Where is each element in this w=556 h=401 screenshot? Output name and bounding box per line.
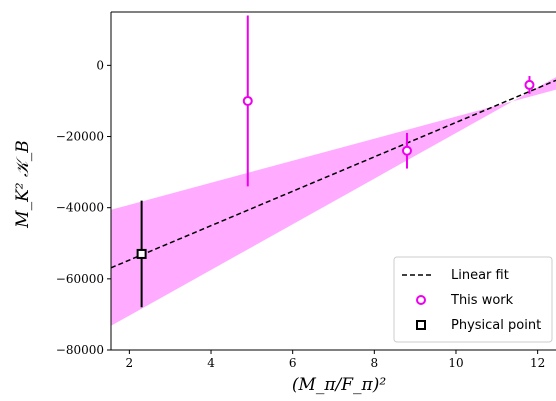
x-tick-label: 8 [371, 356, 379, 370]
legend-marker-this-work [416, 295, 426, 305]
y-tick-label: −20000 [56, 130, 104, 144]
fit-uncertainty-band [111, 77, 556, 326]
x-tick-label: 10 [448, 356, 463, 370]
x-tick-label: 2 [126, 356, 134, 370]
this-work-point [524, 79, 535, 90]
x-axis-title: (M_π/F_π)² [292, 375, 387, 395]
x-tick-label: 4 [207, 356, 215, 370]
y-tick-label: −60000 [56, 272, 104, 286]
y-tick-label: −80000 [56, 343, 104, 357]
legend-label-physical: Physical point [451, 318, 541, 333]
x-tick-label: 6 [289, 356, 297, 370]
legend-label-fit: Linear fit [451, 268, 509, 283]
fit-line [110, 79, 556, 269]
axes [110, 11, 556, 351]
x-tick-label: 12 [530, 356, 545, 370]
y-tick-label: −40000 [56, 201, 104, 215]
this-work-point [401, 145, 412, 156]
y-axis-title: M_K² 𝒦_B [13, 140, 33, 229]
legend-marker-physical [416, 320, 426, 330]
legend: Linear fit This work Physical point [393, 256, 553, 343]
y-tick-label: 0 [96, 58, 104, 72]
legend-label-this-work: This work [450, 293, 514, 308]
ticks: 2 4 6 8 10 12 0 −20000 −40000 −60000 −80000 [56, 58, 546, 370]
physical-point-marker [136, 248, 147, 259]
legend-frame [393, 256, 553, 343]
this-work-point [242, 95, 253, 106]
plot-area [110, 15, 556, 326]
